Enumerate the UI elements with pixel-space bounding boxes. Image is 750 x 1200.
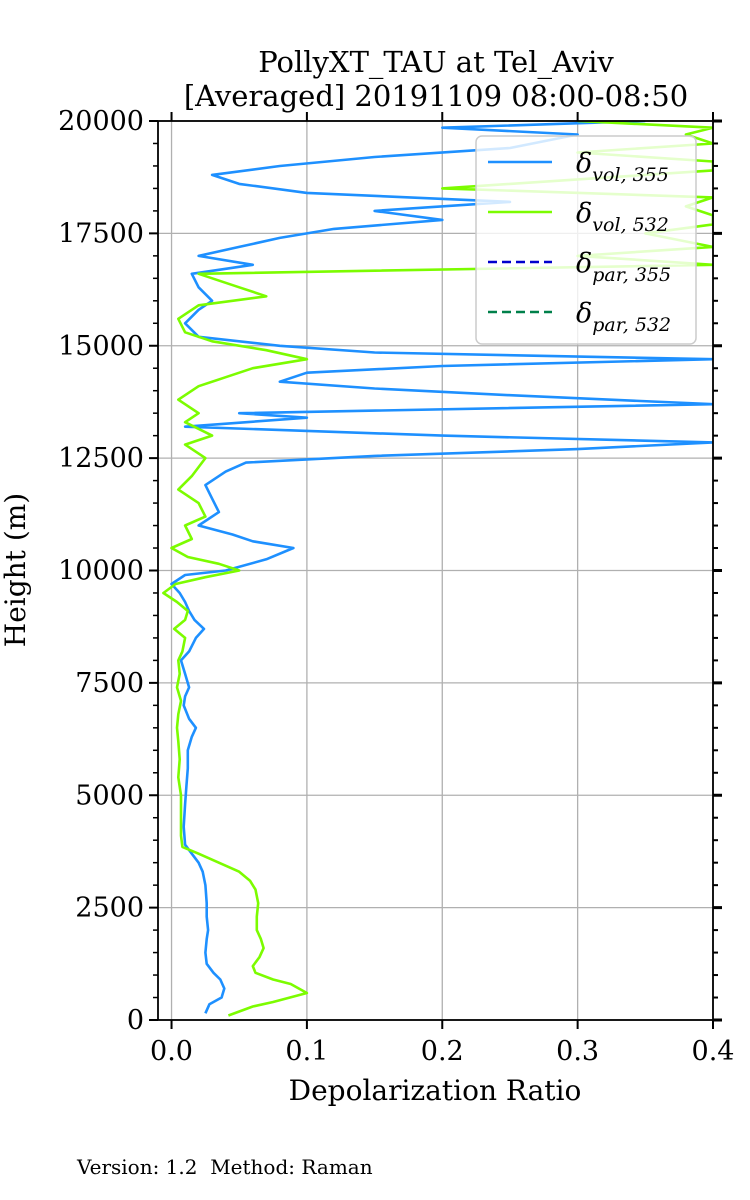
y-tick-labels: 0 2500 5000 7500 10000 12500 15000 17500 20000 — [58, 106, 144, 1036]
y-tick-label: 10000 — [58, 556, 144, 587]
legend-label: δpar, 355 — [576, 248, 671, 286]
x-axis-label: Depolarization Ratio — [289, 1074, 582, 1107]
x-tick-label: 0.0 — [150, 1036, 193, 1067]
legend-box — [475, 135, 697, 345]
footer-version-method: Version: 1.2 Method: Raman — [77, 1155, 373, 1179]
x-tick-label: 0.3 — [556, 1036, 599, 1067]
chart-title-line1: PollyXT_TAU at Tel_Aviv — [258, 45, 614, 80]
y-tick-label: 15000 — [58, 331, 144, 362]
y-tick-label: 5000 — [75, 780, 144, 811]
depolarization-chart: PollyXT_TAU at Tel_Aviv [Averaged] 20191… — [0, 45, 734, 1107]
y-tick-label: 2500 — [75, 893, 144, 924]
x-tick-label: 0.2 — [421, 1036, 464, 1067]
legend-label: δvol, 355 — [576, 148, 669, 186]
axes-frame — [149, 112, 722, 1029]
legend-label: δpar, 532 — [576, 298, 671, 336]
x-tick-label: 0.4 — [692, 1036, 735, 1067]
chart-title-line2: [Averaged] 20191109 08:00-08:50 — [184, 79, 688, 113]
legend-label: δvol, 532 — [576, 198, 669, 236]
legend: δvol, 355 δvol, 532 δpar, 355 δpar, 532 — [475, 135, 697, 345]
x-tick-labels: 0.0 0.1 0.2 0.3 0.4 — [150, 1036, 734, 1067]
y-tick-label: 12500 — [58, 443, 144, 474]
x-tick-label: 0.1 — [285, 1036, 328, 1067]
y-tick-label: 0 — [127, 1005, 144, 1036]
y-tick-label: 20000 — [58, 106, 144, 137]
series-line — [170, 121, 713, 1014]
y-tick-label: 17500 — [58, 218, 144, 249]
y-axis-label: Height (m) — [0, 493, 32, 647]
y-tick-label: 7500 — [75, 668, 144, 699]
